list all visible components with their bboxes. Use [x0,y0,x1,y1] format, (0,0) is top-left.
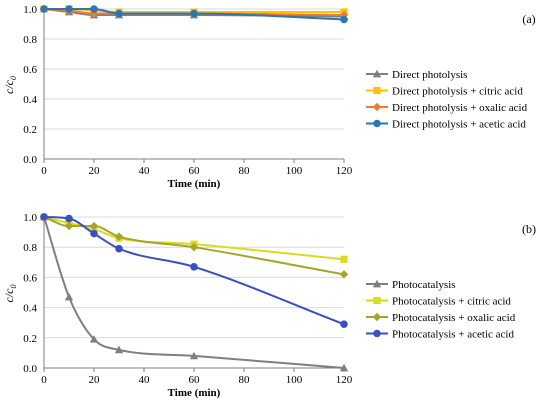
legend-entry: Photocatalysis + oxalic acid [366,312,516,324]
legend-marker [372,69,382,78]
y-tick-label: 0.4 [23,94,37,106]
legend-entry: Photocatalysis + acetic acid [366,329,514,341]
legend-entry: Direct photolysis + acetic acid [366,119,526,131]
data-point [339,363,349,372]
y-axis-title: c/c0 [2,285,18,303]
data-point [340,320,348,328]
y-tick-label: 0.2 [23,124,37,136]
legend-marker [373,329,381,338]
legend-label: Photocatalysis [392,279,456,291]
y-tick-label: 0.6 [23,272,37,284]
data-point [114,232,124,241]
panel-label: (b) [522,222,536,236]
data-point [64,292,74,301]
legend-marker [372,279,382,288]
x-tick-label: 0 [41,374,47,386]
panel-b: 0.0 0.2 0.4 0.6 0.8 1.0 0 20 40 60 80 100 120 Time (m… [2,212,536,399]
data-point [40,5,48,13]
data-point [114,345,124,354]
legend-label: Photocatalysis + acetic acid [392,329,514,341]
data-point [90,5,98,13]
x-tick-label: 40 [139,165,151,177]
legend-label: Direct photolysis [392,69,467,81]
x-tick-label: 40 [139,374,151,386]
x-tick-label: 60 [189,374,201,386]
data-point [65,214,73,223]
legend-label: Direct photolysis + acetic acid [392,119,526,131]
data-point [339,270,349,279]
data-point [40,213,48,221]
data-point [64,221,74,231]
y-tick-label: 1.0 [23,4,37,16]
data-point [115,9,123,18]
y-tick-label: 0.8 [23,242,37,254]
legend-marker [373,86,381,95]
series-line [43,216,345,261]
data-point [190,9,198,18]
legend-marker [373,119,381,128]
data-point [65,5,73,13]
panel-a: 0.0 0.2 0.4 0.6 0.8 1.0 0 20 40 60 80 100 120 Time (m… [2,4,536,190]
y-tick-label: 0.4 [23,303,37,315]
x-tick-label: 60 [189,165,201,177]
y-tick-label: 0.0 [23,154,37,166]
series-4 [40,5,348,24]
legend-label: Direct photolysis + oxalic acid [392,102,528,114]
y-tick-label: 0.8 [23,34,37,46]
legend-entry: Photocatalysis + citric acid [366,296,511,308]
legend-marker [372,312,382,322]
series-2 [40,213,348,263]
x-tick-label: 20 [89,374,101,386]
legend-label: Photocatalysis + citric acid [392,296,511,308]
data-point [115,244,123,253]
legend-label: Direct photolysis + citric acid [392,86,523,98]
legend-marker [372,102,382,112]
x-tick-label: 20 [89,165,101,177]
data-point [189,243,199,252]
data-point [190,263,198,271]
y-tick-label: 0.2 [23,333,37,345]
data-point [90,229,98,238]
series-4 [40,213,348,328]
legend-entry: Direct photolysis + oxalic acid [366,102,528,114]
legend-entry: Direct photolysis [366,69,467,81]
x-tick-label: 100 [286,165,303,177]
x-tick-label: 120 [336,165,353,177]
x-tick-label: 80 [239,374,251,386]
y-tick-label: 1.0 [23,212,37,224]
x-tick-label: 0 [41,165,47,177]
legend-label: Photocatalysis + oxalic acid [392,312,516,324]
x-tick-label: 100 [286,374,303,386]
x-tick-label: 120 [336,374,353,386]
x-tick-label: 80 [239,165,251,177]
legend-entry: Direct photolysis + citric acid [366,86,523,98]
x-axis-title: Time (min) [168,178,221,190]
legend-entry: Photocatalysis [366,279,456,291]
y-axis-title: c/c0 [2,76,18,94]
data-point [89,335,99,343]
series-1 [39,212,349,372]
x-axis-title: Time (min) [168,387,221,399]
y-tick-label: 0.0 [23,363,37,375]
y-tick-label: 0.6 [23,64,37,76]
panel-label: (a) [522,12,535,26]
data-point [340,15,348,24]
legend-marker [373,296,381,305]
series-line [43,216,345,369]
data-point [340,255,348,263]
data-point [89,221,99,231]
data-point [189,351,199,360]
